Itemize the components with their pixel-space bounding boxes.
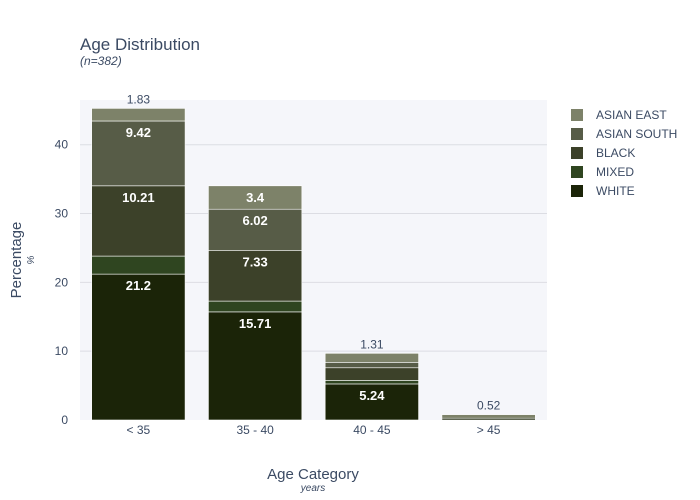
legend-swatch [571, 128, 583, 140]
data-label: 3.4 [246, 190, 265, 205]
x-axis-title: Age Category [267, 466, 359, 483]
legend-swatch [571, 166, 583, 178]
x-tick-label: 40 - 45 [353, 423, 391, 437]
y-tick-label: 40 [55, 138, 69, 152]
legend-item[interactable]: BLACK [571, 146, 635, 160]
legend-label: ASIAN SOUTH [596, 127, 677, 141]
data-label: 7.33 [242, 255, 267, 270]
bar-segment[interactable] [208, 250, 303, 302]
x-tick-label: > 45 [477, 423, 501, 437]
y-axis-ticks: 0 10 20 30 40 [55, 138, 69, 427]
bar-segment[interactable] [91, 255, 186, 275]
bar-segment[interactable] [324, 383, 419, 421]
bar-segment[interactable] [91, 108, 186, 122]
legend-item[interactable]: WHITE [571, 184, 635, 198]
data-label: 1.83 [127, 92, 151, 106]
legend-item[interactable]: MIXED [571, 165, 634, 179]
y-tick-label: 20 [55, 275, 69, 289]
data-label: 0.52 [477, 399, 501, 413]
data-label: 1.31 [360, 337, 384, 351]
y-tick-label: 30 [55, 207, 69, 221]
bar-segment[interactable] [324, 353, 419, 363]
data-label: 5.24 [359, 388, 385, 403]
legend[interactable]: ASIAN EAST ASIAN SOUTH BLACK MIXED WHITE [571, 108, 677, 198]
x-axis-unit: years [300, 483, 325, 494]
bar-segment[interactable] [208, 208, 303, 251]
data-label: 21.2 [126, 278, 151, 293]
bar-segment[interactable] [91, 273, 186, 421]
bar-segment[interactable] [91, 185, 186, 257]
y-tick-label: 0 [61, 413, 68, 427]
legend-swatch [571, 185, 583, 197]
legend-item[interactable]: ASIAN EAST [571, 108, 667, 122]
legend-label: BLACK [596, 146, 635, 160]
legend-swatch [571, 109, 583, 121]
data-label: 9.42 [126, 125, 151, 140]
y-tick-label: 10 [55, 344, 69, 358]
legend-item[interactable]: ASIAN SOUTH [571, 127, 677, 141]
bar-segment[interactable] [208, 311, 303, 421]
bar-segment[interactable] [91, 120, 186, 187]
bar-segment[interactable] [324, 362, 419, 369]
bars[interactable] [91, 108, 536, 421]
bar-segment[interactable] [208, 185, 303, 210]
legend-label: ASIAN EAST [596, 108, 667, 122]
data-label: 6.02 [242, 213, 267, 228]
x-tick-label: 35 - 40 [236, 423, 274, 437]
y-axis-title: Percentage [8, 222, 25, 299]
data-labels: 21.2 10.21 9.42 1.83 15.71 7.33 6.02 3.4 5.24 1.3… [122, 92, 501, 412]
bar-segment[interactable] [441, 414, 536, 419]
x-axis-ticks: < 35 35 - 40 40 - 45 > 45 [127, 423, 501, 437]
chart-title: Age Distribution [80, 35, 200, 54]
data-label: 10.21 [122, 190, 155, 205]
chart-subtitle: (n=382) [80, 54, 122, 68]
legend-swatch [571, 147, 583, 159]
bar-segment[interactable] [208, 300, 303, 313]
data-label: 15.71 [239, 316, 272, 331]
bar-segment[interactable] [324, 367, 419, 381]
y-axis-unit: % [26, 255, 37, 264]
legend-label: MIXED [596, 165, 634, 179]
x-tick-label: < 35 [127, 423, 151, 437]
bar-segment[interactable] [324, 380, 419, 385]
legend-label: WHITE [596, 184, 635, 198]
